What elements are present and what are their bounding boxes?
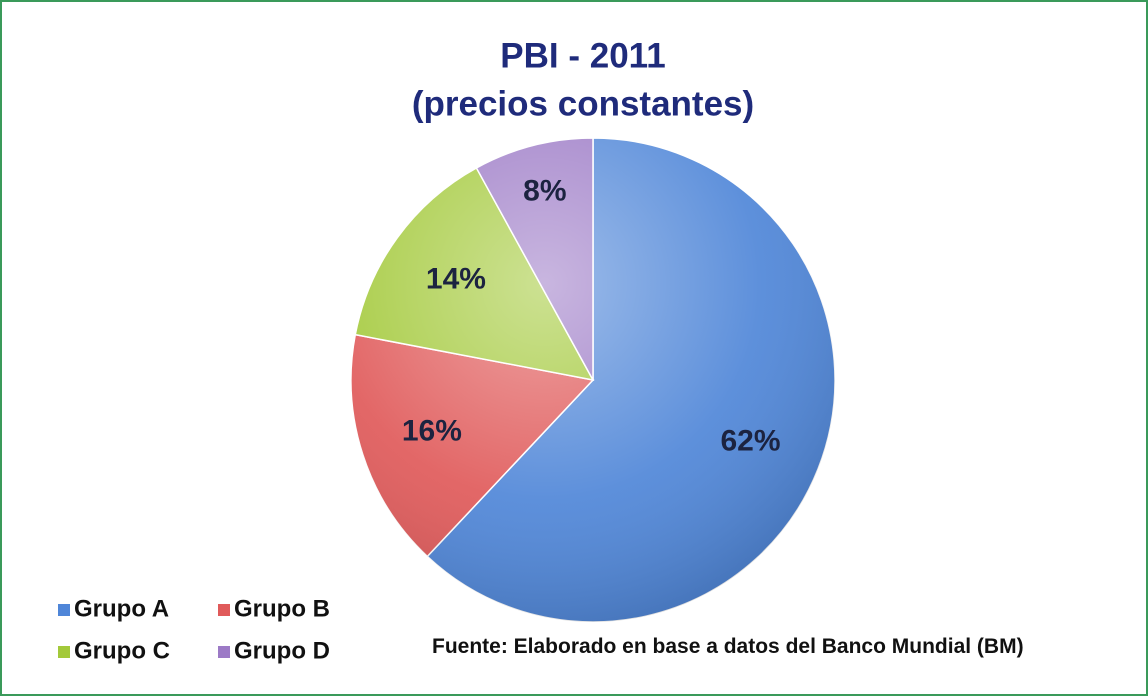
data-label: 8% xyxy=(523,174,566,207)
legend-label: Grupo B xyxy=(234,595,330,622)
legend-marker xyxy=(218,646,230,658)
source-note: Fuente: Elaborado en base a datos del Ba… xyxy=(432,635,1024,658)
legend-label: Grupo D xyxy=(234,637,330,664)
legend-marker xyxy=(58,646,70,658)
data-label: 62% xyxy=(720,424,780,457)
legend-marker xyxy=(218,604,230,616)
legend-marker xyxy=(58,604,70,616)
data-label: 14% xyxy=(426,262,486,295)
chart-subtitle: (precios constantes) xyxy=(412,84,754,123)
data-label: 16% xyxy=(402,414,462,447)
legend-label: Grupo C xyxy=(74,637,170,664)
legend-label: Grupo A xyxy=(74,595,169,622)
chart-title: PBI - 2011 xyxy=(500,36,665,75)
